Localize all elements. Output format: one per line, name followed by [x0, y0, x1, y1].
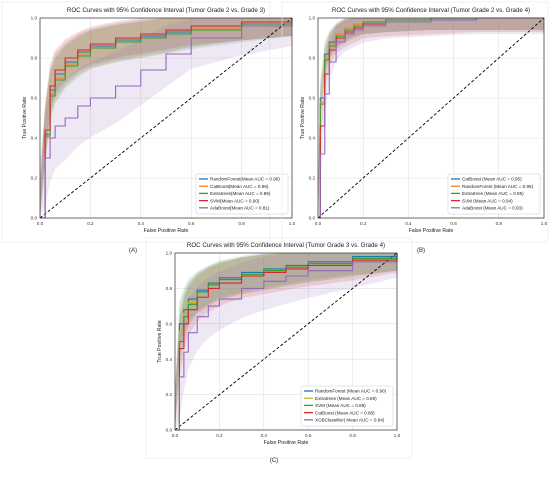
x-tick-label: 0.4 — [405, 221, 412, 226]
confidence-band-1 — [40, 18, 292, 218]
chart-title: ROC Curves with 95% Confidence Interval … — [332, 7, 530, 14]
x-tick-label: 0.2 — [360, 221, 367, 226]
legend-label-5: AdaBoost(Mean AUC = 0.81) — [210, 206, 270, 211]
roc-curve-1 — [175, 253, 398, 431]
confidence-band-2 — [40, 18, 292, 218]
legend-label-4: SVM (Mean AUC = 0.94) — [462, 198, 513, 203]
legend-label-5: AdaBoost (Mean AUC = 0.93) — [462, 206, 523, 211]
legend-box — [300, 385, 394, 427]
x-tick-label: 1.0 — [394, 433, 401, 438]
roc-curve-4 — [175, 253, 398, 431]
legend-box — [447, 173, 541, 215]
panel-frame — [1, 1, 271, 243]
y-tick-label: 0.6 — [309, 96, 316, 101]
y-tick-label: 1.0 — [31, 16, 38, 21]
axes-frame — [317, 17, 545, 219]
y-axis-label: True Positive Rate — [157, 320, 163, 363]
legend-label-3: SVM (Mean AUC = 0.89) — [315, 403, 366, 408]
chance-diagonal-line — [317, 17, 545, 219]
confidence-band-5 — [40, 18, 292, 218]
x-tick-label: 0.4 — [138, 221, 145, 226]
y-tick-label: 0.0 — [31, 216, 38, 221]
chart-panel-3: ROC Curves with 95% Confidence Interval … — [145, 237, 413, 459]
y-tick-label: 0.6 — [166, 321, 173, 326]
y-tick-label: 0.2 — [309, 176, 316, 181]
y-tick-label: 0.2 — [166, 392, 173, 397]
y-axis-label: True Positive Rate — [300, 97, 306, 140]
legend-label-3: Extratrees (Mean AUC = 0.95) — [462, 191, 524, 196]
x-tick-label: 0.0 — [37, 221, 44, 226]
x-tick-label: 0.8 — [496, 221, 503, 226]
y-tick-label: 0.8 — [309, 56, 316, 61]
x-tick-label: 0.6 — [305, 433, 312, 438]
y-tick-label: 0.0 — [166, 428, 173, 433]
legend-box — [195, 173, 289, 215]
roc-curve-5 — [318, 17, 544, 219]
roc-curve-4 — [40, 18, 293, 219]
y-tick-label: 0.4 — [166, 357, 173, 362]
legend-label-5: XGBClassifier( Mean AUC = 0.84) — [315, 418, 385, 423]
y-tick-label: 0.8 — [166, 286, 173, 291]
roc-curve-3 — [175, 253, 398, 431]
x-tick-label: 0.0 — [172, 433, 179, 438]
x-tick-label: 0.4 — [261, 433, 268, 438]
y-tick-label: 0.6 — [31, 96, 38, 101]
x-tick-label: 0.2 — [87, 221, 94, 226]
x-axis-label: False Positive Rate — [144, 228, 189, 234]
panel-label-3: (C) — [270, 458, 278, 464]
panel-frame — [145, 237, 413, 459]
legend: CatBoost (Mean AUC = 0.95) RandomForest (… — [447, 173, 541, 215]
y-tick-label: 0.4 — [309, 136, 316, 141]
chance-diagonal-line — [174, 252, 398, 431]
legend-label-3: Extratrees(Mean AUC = 0.89) — [210, 191, 271, 196]
legend-label-2: RandomForest (Mean AUC = 0.95) — [462, 184, 534, 189]
chart-title: ROC Curves with 95% Confidence Interval … — [67, 7, 265, 14]
legend-label-4: SVM(Mean AUC = 0.90) — [210, 198, 260, 203]
x-tick-label: 0.2 — [216, 433, 223, 438]
confidence-band-4 — [175, 253, 397, 430]
y-tick-label: 0.4 — [31, 136, 38, 141]
chart-title: ROC Curves with 95% Confidence Interval … — [187, 242, 385, 249]
legend-label-1: RandomForest (Mean AUC = 0.90) — [315, 389, 387, 394]
panel-label-1: (A) — [129, 248, 137, 254]
y-tick-label: 0.2 — [31, 176, 38, 181]
axes-frame — [174, 252, 398, 431]
x-tick-label: 1.0 — [289, 221, 296, 226]
roc-curve-5 — [40, 18, 293, 219]
x-axis-label: False Positive Rate — [264, 440, 309, 446]
x-tick-label: 0.8 — [238, 221, 245, 226]
legend-label-1: RandomForest(Mean AUC = 0.90) — [210, 177, 280, 182]
chance-diagonal-line — [39, 17, 293, 219]
confidence-band-3 — [40, 18, 292, 218]
confidence-band-5 — [175, 253, 397, 430]
axes-frame — [39, 17, 293, 219]
legend-label-4: CatBoost (Mean AUC = 0.88) — [315, 410, 375, 415]
y-tick-label: 1.0 — [166, 251, 173, 256]
panel-frame — [281, 1, 549, 243]
chart-panel-1: ROC Curves with 95% Confidence Interval … — [1, 1, 296, 243]
chart-panel-2: ROC Curves with 95% Confidence Interval … — [281, 1, 549, 243]
legend: RandomForest (Mean AUC = 0.90) Extratrees… — [300, 385, 394, 427]
legend-label-1: CatBoost (Mean AUC = 0.95) — [462, 177, 522, 182]
x-tick-label: 0.0 — [315, 221, 322, 226]
legend-label-2: CatBoost(Mean AUC = 0.89) — [210, 184, 269, 189]
y-tick-label: 0.8 — [31, 56, 38, 61]
legend: RandomForest(Mean AUC = 0.90) CatBoost(Me… — [195, 173, 289, 215]
x-tick-label: 0.6 — [450, 221, 457, 226]
legend-label-2: Extratrees (Mean AUC = 0.89) — [315, 396, 377, 401]
y-tick-label: 0.0 — [309, 216, 316, 221]
x-tick-label: 1.0 — [541, 221, 548, 226]
x-tick-label: 0.6 — [188, 221, 195, 226]
y-axis-label: True Positive Rate — [22, 97, 28, 140]
confidence-band-4 — [40, 18, 292, 218]
y-tick-label: 1.0 — [309, 16, 316, 21]
x-axis-label: False Positive Rate — [409, 228, 454, 234]
x-tick-label: 0.8 — [349, 433, 356, 438]
roc-curve-5 — [175, 253, 398, 431]
panel-label-2: (B) — [417, 248, 425, 254]
